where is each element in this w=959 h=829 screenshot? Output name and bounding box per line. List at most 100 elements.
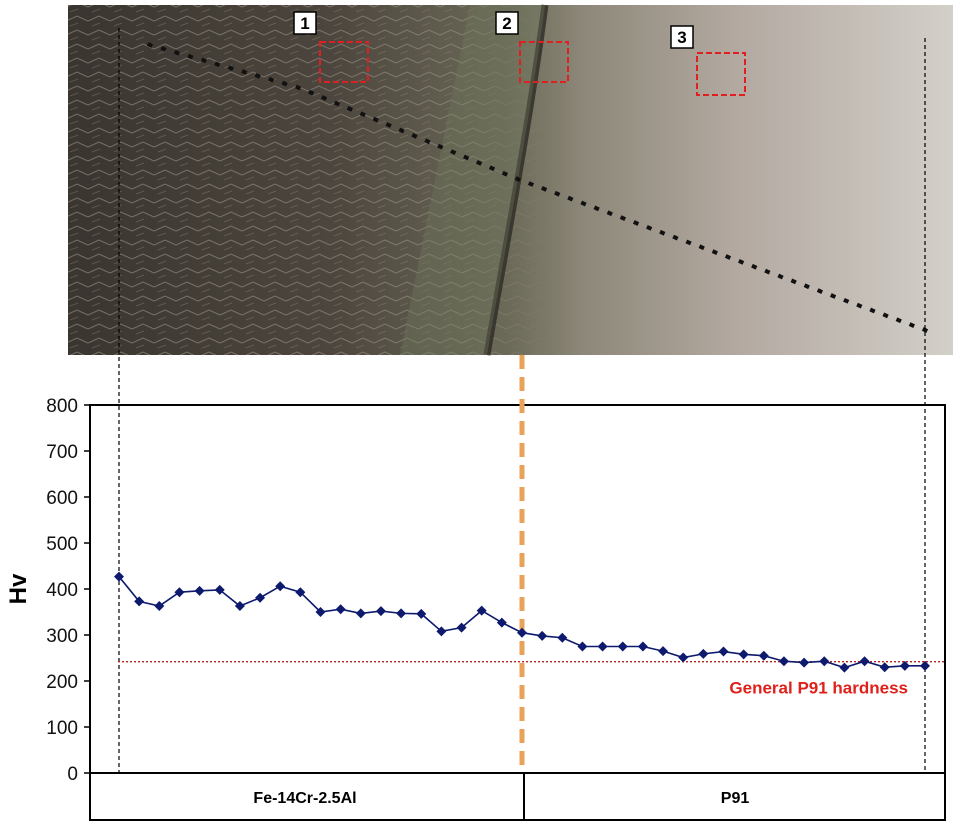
data-point	[154, 601, 165, 612]
indentation-mark	[346, 105, 353, 112]
indentation-mark	[450, 149, 457, 155]
data-point	[134, 596, 145, 607]
indentation-mark	[146, 42, 154, 48]
y-tick-label: 400	[46, 580, 78, 601]
region-marker-box	[319, 41, 369, 83]
indentation-mark	[187, 53, 194, 60]
indentation-mark	[241, 69, 248, 75]
data-point	[899, 660, 910, 671]
data-point	[255, 592, 266, 603]
region-band	[89, 772, 946, 821]
reference-line-label: General P91 hardness	[729, 679, 908, 698]
data-point	[859, 656, 870, 667]
indentation-mark	[882, 312, 889, 319]
region-marker-number: 3	[677, 28, 686, 47]
indentation-mark	[320, 95, 328, 101]
data-point	[637, 641, 648, 652]
data-point	[396, 608, 407, 619]
data-point	[114, 571, 124, 582]
region-marker-number: 2	[502, 14, 511, 33]
data-point	[375, 606, 386, 617]
indentation-mark	[908, 322, 915, 329]
indentation-mark	[200, 57, 207, 64]
indentation-mark	[437, 143, 444, 150]
region-marker-badge	[670, 25, 694, 49]
data-point	[517, 627, 527, 638]
indentation-mark	[764, 268, 771, 275]
data-point	[436, 626, 447, 637]
data-point	[698, 648, 709, 659]
data-point	[718, 646, 729, 657]
data-point	[678, 652, 689, 663]
data-point	[416, 608, 427, 619]
indentation-mark	[488, 165, 496, 172]
indentation-mark	[856, 302, 863, 309]
data-point	[496, 617, 507, 628]
indentation-mark	[475, 160, 483, 166]
indentation-mark	[751, 263, 758, 270]
y-tick-label: 300	[46, 626, 78, 647]
data-point	[355, 608, 366, 619]
indentation-mark	[501, 170, 509, 177]
indentation-mark	[593, 205, 600, 212]
y-tick-label: 700	[46, 442, 78, 463]
region-label-p91: P91	[721, 790, 750, 807]
indentation-mark	[254, 73, 261, 79]
y-tick-label: 500	[46, 534, 78, 555]
indentation-mark	[173, 49, 181, 56]
indentation-mark	[829, 293, 837, 299]
fusion-boundary	[483, 4, 549, 356]
indentation-row	[146, 42, 929, 333]
data-point	[194, 585, 205, 596]
micrograph: 1 2 3	[68, 4, 953, 356]
indentation-mark	[398, 127, 405, 134]
indentation-mark	[214, 61, 221, 68]
indentation-mark	[463, 154, 470, 161]
data-point	[214, 584, 225, 595]
indentation-mark	[385, 122, 392, 128]
y-tick-label: 600	[46, 488, 78, 509]
indentation-mark	[606, 210, 613, 217]
indentation-mark	[843, 297, 850, 304]
indentation-mark	[307, 89, 315, 96]
indentation-mark	[790, 278, 797, 285]
indentation-mark	[372, 116, 379, 123]
indentation-mark	[411, 133, 418, 139]
y-axis-title: Hv	[5, 573, 32, 604]
data-point	[234, 601, 245, 612]
region-marker-box	[519, 41, 569, 83]
y-tick-label: 800	[46, 396, 78, 417]
indentation-mark	[711, 249, 718, 256]
indentation-mark	[632, 220, 640, 226]
indentation-mark	[816, 288, 824, 294]
indentation-mark	[567, 195, 574, 202]
y-tick-label: 0	[67, 764, 78, 785]
indentation-mark	[333, 100, 341, 107]
region-marker-badge	[495, 11, 519, 35]
region-marker-badge	[293, 11, 317, 35]
indentation-mark	[803, 283, 810, 290]
data-point	[315, 607, 326, 617]
guide-lines	[118, 28, 926, 773]
indentation-mark	[738, 259, 745, 265]
data-point	[617, 641, 628, 652]
indentation-mark	[554, 190, 561, 197]
data-point	[476, 605, 487, 616]
indentation-mark	[869, 307, 876, 314]
data-point	[275, 581, 286, 592]
fusion-zone-tint	[400, 5, 545, 355]
indentation-mark	[672, 234, 679, 241]
data-point	[174, 587, 185, 598]
data-point	[879, 662, 890, 673]
indentation-mark	[646, 224, 653, 231]
indentation-mark	[268, 76, 275, 83]
data-point	[456, 622, 467, 633]
region-label-fe14cr: Fe-14Cr-2.5Al	[253, 790, 356, 807]
data-point	[537, 630, 548, 641]
data-point	[557, 632, 568, 643]
indentation-mark	[580, 200, 587, 207]
indentation-mark	[227, 65, 234, 72]
region-marker-box	[696, 52, 746, 96]
indentation-mark	[895, 317, 902, 324]
y-axis-ticks: 0 100 200 300 400 500 600 700 800	[46, 396, 90, 785]
